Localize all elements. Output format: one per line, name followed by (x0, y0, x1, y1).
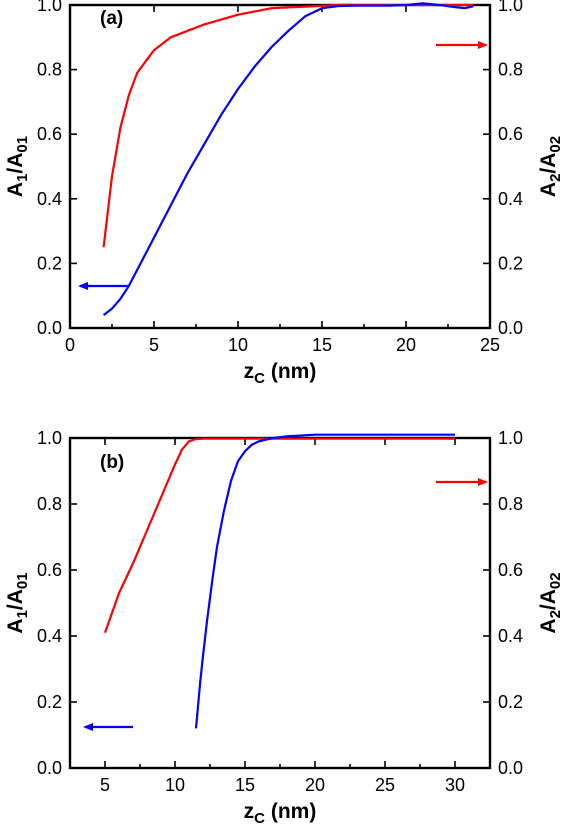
x-tick-label: 5 (100, 775, 110, 795)
series-line-red (103, 437, 455, 634)
x-axis-title: zC (nm) (244, 360, 317, 387)
y-right-title-a-sub: 2 (547, 610, 564, 618)
y-right-title-b-sub: 02 (547, 572, 564, 589)
x-tick-label: 25 (480, 335, 500, 355)
y-left-title-slash: /A (4, 153, 27, 174)
y-left-tick-label: 0.4 (37, 189, 62, 209)
y-left-tick-label: 0.4 (37, 626, 62, 646)
series-line-blue (102, 2, 474, 316)
y-left-tick-label: 0.6 (37, 560, 62, 580)
x-axis-title-main: z (244, 360, 255, 383)
x-axis-title-unit: (nm) (265, 800, 316, 823)
y-right-tick-label: 0.2 (498, 692, 523, 712)
y-right-tick-label: 0.6 (498, 560, 523, 580)
y-left-axis-title: A1/A01 (4, 136, 31, 197)
x-tick-label: 25 (375, 775, 395, 795)
plot-frame (68, 436, 492, 770)
x-tick-label: 15 (312, 335, 332, 355)
y-right-tick-label: 0.0 (498, 318, 523, 338)
y-left-axis-title: A1/A01 (4, 572, 31, 633)
y-right-axis-title: A2/A02 (537, 136, 564, 197)
panel-label: (a) (100, 8, 123, 29)
y-right-tick-label: 0.8 (498, 60, 523, 80)
y-left-tick-label: 0.8 (37, 494, 62, 514)
x-axis-title-sub: C (254, 370, 265, 387)
series-line-red (102, 3, 474, 248)
y-left-title-a-sub: 1 (14, 610, 31, 618)
y-left-tick-label: 1.0 (37, 0, 62, 15)
y-left-title-b-sub: 01 (14, 572, 31, 589)
y-right-title-a: A (537, 618, 560, 633)
y-right-tick-label: 0.0 (498, 758, 523, 778)
panel-b-chart: 5 10 15 20 25 30 0.0 0.0 0.2 0.2 0.4 0.4 0.6 0.6 0.8 0.… (4, 428, 564, 827)
y-right-tick-label: 1.0 (498, 0, 523, 15)
y-right-tick-label: 1.0 (498, 428, 523, 448)
x-tick-label: 10 (165, 775, 185, 795)
panel-label: (b) (100, 452, 124, 473)
x-tick-label: 10 (228, 335, 248, 355)
y-left-tick-label: 0.8 (37, 60, 62, 80)
x-tick-label: 20 (305, 775, 325, 795)
y-left-tick-label: 0.0 (37, 758, 62, 778)
series-line-blue (194, 433, 455, 729)
y-left-title-a: A (4, 618, 27, 633)
x-tick-label: 5 (149, 335, 159, 355)
y-right-tick-label: 0.6 (498, 124, 523, 144)
y-right-axis-title: A2/A02 (537, 572, 564, 633)
y-right-tick-label: 0.4 (498, 189, 523, 209)
x-tick-label: 15 (235, 775, 255, 795)
x-tick-label: 20 (396, 335, 416, 355)
y-left-title-a-sub: 1 (14, 174, 31, 182)
x-axis-title-main: z (244, 800, 255, 823)
y-right-tick-label: 0.2 (498, 253, 523, 273)
y-right-title-a-sub: 2 (547, 174, 564, 182)
y-left-tick-label: 0.0 (37, 318, 62, 338)
panel-a-chart: 0 5 10 15 20 250.0 0.00.2 0.20.4 0.40.6 0.60.8 0.8… (4, 0, 564, 387)
y-left-title-b-sub: 01 (14, 136, 31, 153)
x-axis-title-sub: C (254, 810, 265, 827)
y-left-tick-label: 0.6 (37, 124, 62, 144)
y-right-tick-label: 0.4 (498, 626, 523, 646)
x-tick-label: 0 (65, 335, 75, 355)
x-axis-title-unit: (nm) (265, 360, 316, 383)
y-right-title-b-sub: 02 (547, 136, 564, 153)
y-right-tick-label: 0.8 (498, 494, 523, 514)
x-axis-title: zC (nm) (244, 800, 317, 827)
y-left-tick-label: 1.0 (37, 428, 62, 448)
y-left-title-a: A (4, 182, 27, 197)
y-left-tick-label: 0.2 (37, 253, 62, 273)
y-left-tick-label: 0.2 (37, 692, 62, 712)
y-right-title-slash: /A (537, 153, 560, 174)
x-tick-label: 30 (445, 775, 465, 795)
y-left-title-slash: /A (4, 589, 27, 610)
y-right-title-slash: /A (537, 589, 560, 610)
y-right-title-a: A (537, 182, 560, 197)
